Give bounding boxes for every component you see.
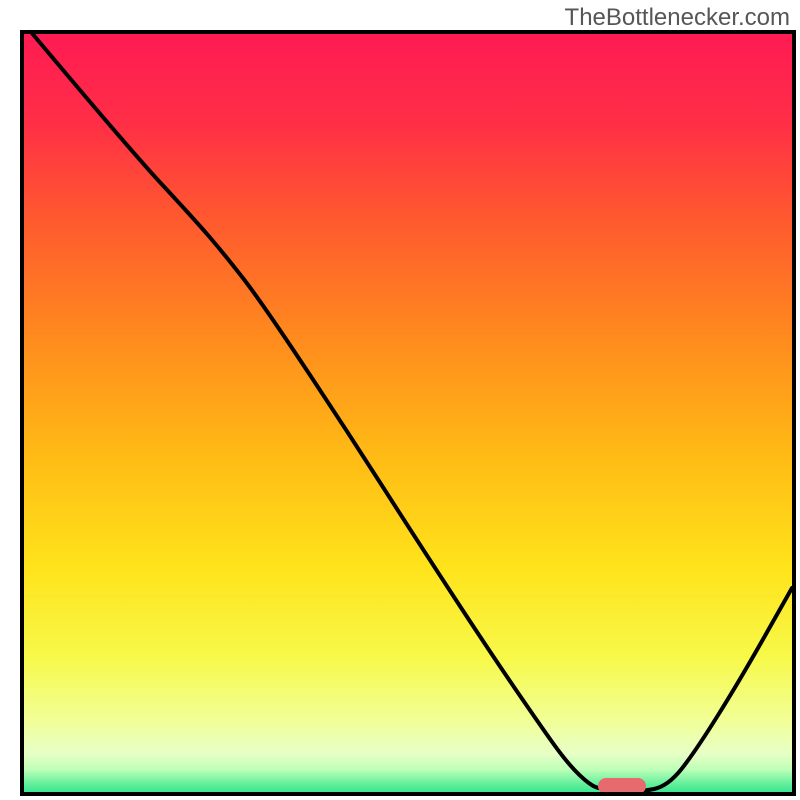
bottleneck-chart	[0, 0, 800, 800]
gradient-background	[20, 30, 796, 796]
watermark-text: TheBottlenecker.com	[565, 4, 790, 32]
optimal-marker	[598, 778, 646, 794]
